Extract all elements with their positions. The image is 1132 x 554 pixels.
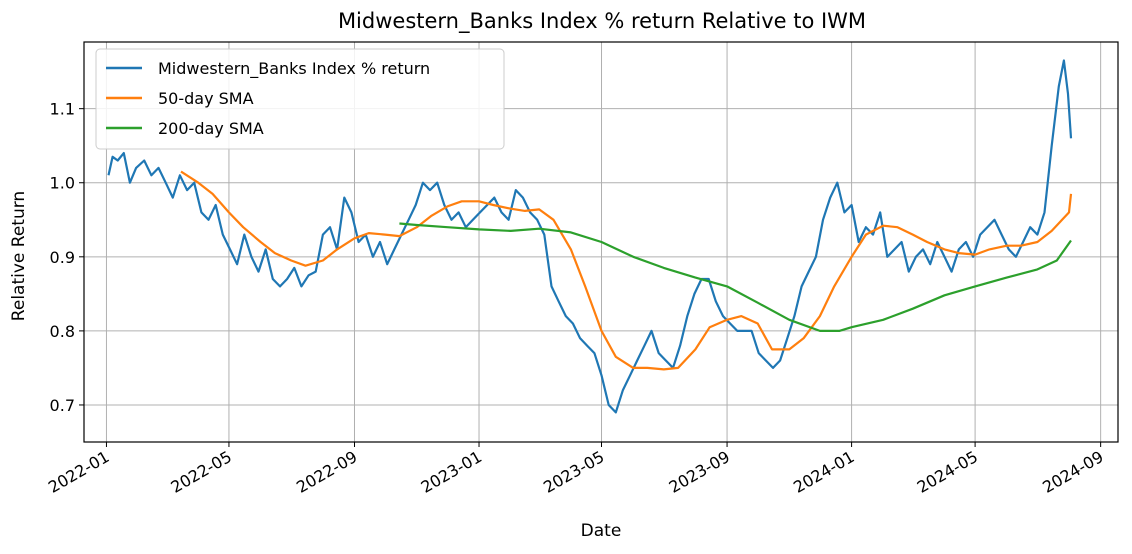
legend-label: 200-day SMA bbox=[158, 119, 264, 138]
legend-label: 50-day SMA bbox=[158, 89, 254, 108]
x-tick-label: 2024-09 bbox=[1039, 447, 1106, 497]
x-axis-label: Date bbox=[581, 521, 622, 541]
legend: Midwestern_Banks Index % return 50-day SM… bbox=[95, 48, 505, 150]
x-tick-label: 2024-05 bbox=[914, 447, 981, 497]
y-tick-label: 0.9 bbox=[50, 248, 75, 267]
chart-title: Midwestern_Banks Index % return Relative… bbox=[338, 9, 866, 34]
x-tick-label: 2024-01 bbox=[790, 447, 857, 497]
series-line-1 bbox=[107, 59, 1073, 414]
series-lines bbox=[107, 59, 1073, 414]
series-line-3 bbox=[399, 222, 1072, 332]
x-axis-ticks: 2022-01 2022-05 2022-09 2023-01 2023-05 2023-… bbox=[45, 442, 1107, 497]
legend-label: Midwestern_Banks Index % return bbox=[158, 59, 430, 79]
x-tick-label: 2023-09 bbox=[666, 447, 733, 497]
y-axis-label: Relative Return bbox=[9, 191, 29, 321]
x-tick-label: 2022-01 bbox=[45, 447, 112, 497]
legend-box bbox=[95, 48, 505, 150]
x-tick-label: 2022-09 bbox=[293, 447, 360, 497]
y-axis-ticks: 0.7 0.8 0.9 1.0 1.1 bbox=[50, 100, 84, 415]
series-line-2 bbox=[180, 170, 1073, 371]
y-tick-label: 1.0 bbox=[50, 174, 75, 193]
x-tick-label: 2023-05 bbox=[540, 447, 607, 497]
y-tick-label: 0.7 bbox=[50, 396, 75, 415]
x-tick-label: 2022-05 bbox=[168, 447, 235, 497]
y-tick-label: 1.1 bbox=[50, 100, 75, 119]
x-tick-label: 2023-01 bbox=[418, 447, 485, 497]
plot-frame bbox=[83, 41, 1119, 443]
y-tick-label: 0.8 bbox=[50, 322, 75, 341]
